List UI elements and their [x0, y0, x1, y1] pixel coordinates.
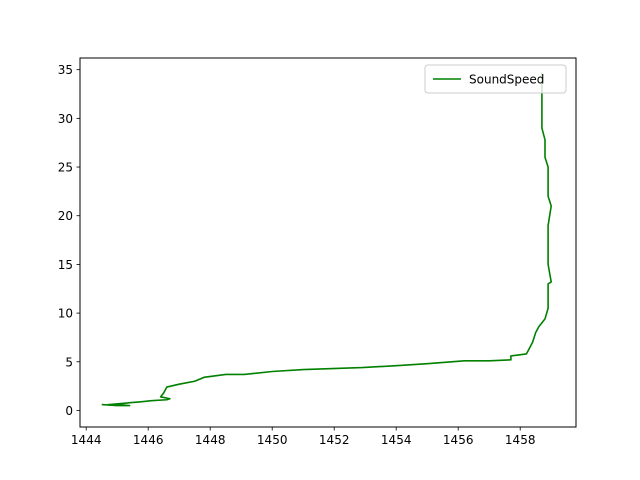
series-line-0: [101, 72, 553, 407]
y-tick-label: 20: [58, 209, 73, 223]
series-layer: [101, 72, 553, 407]
y-tick-label: 0: [65, 404, 73, 418]
y-tick-label: 35: [58, 63, 73, 77]
plot-area: [80, 58, 576, 427]
x-tick-label: 1458: [505, 433, 536, 447]
x-tick-label: 1446: [133, 433, 164, 447]
legend-box: [424, 64, 567, 94]
y-tick-label: 25: [58, 161, 73, 175]
legend: SoundSpeed: [424, 64, 567, 94]
x-tick-label: 1454: [381, 433, 412, 447]
x-tick-label: 1444: [71, 433, 102, 447]
x-tick-label: 1448: [195, 433, 226, 447]
x-axis: 1444 1446 1448 1450 1452 1454 1456 1458: [71, 427, 536, 447]
x-tick-label: 1450: [257, 433, 288, 447]
y-tick-label: 5: [65, 355, 73, 369]
x-tick-label: 1452: [319, 433, 350, 447]
legend-label: SoundSpeed: [469, 73, 544, 87]
y-tick-label: 15: [58, 258, 73, 272]
x-tick-label: 1456: [443, 433, 474, 447]
y-tick-label: 30: [58, 112, 73, 126]
plot-frame: [79, 57, 577, 428]
y-axis: 0 5 10 15 20 25 30 35: [58, 63, 80, 418]
y-tick-label: 10: [58, 307, 73, 321]
